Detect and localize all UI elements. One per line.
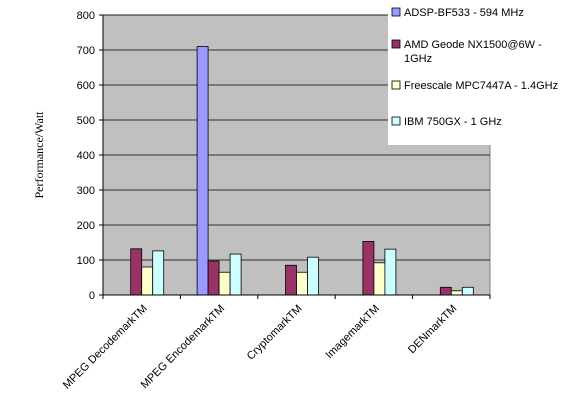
y-tick-label: 400 bbox=[77, 150, 95, 162]
legend-label-2: Freescale MPC7447A - 1.4GHz bbox=[404, 80, 558, 92]
bar-series1-cat3 bbox=[362, 241, 375, 296]
bar-series1-cat2 bbox=[285, 264, 297, 296]
y-tick-label: 100 bbox=[77, 255, 95, 267]
bar-series3-cat2 bbox=[307, 256, 319, 296]
bar-series2-cat4 bbox=[450, 290, 463, 296]
bar-series3-cat4 bbox=[461, 286, 474, 296]
legend-label-0: ADSP-BF533 - 594 MHz bbox=[404, 7, 524, 19]
bar-series2-cat2 bbox=[296, 271, 308, 296]
y-tick-label: 700 bbox=[77, 45, 95, 57]
y-tick-label: 300 bbox=[77, 185, 95, 197]
bar-series3-cat0 bbox=[152, 250, 165, 296]
bar-series2-cat3 bbox=[373, 262, 386, 296]
bar-series1-cat4 bbox=[439, 286, 452, 296]
y-tick-label: 200 bbox=[77, 220, 95, 232]
y-tick-label: 600 bbox=[77, 80, 95, 92]
legend-swatch-2 bbox=[391, 80, 401, 90]
bar-series3-cat1 bbox=[229, 253, 242, 296]
y-tick-labels: 0 100 200 300 400 500 600 700 800 bbox=[77, 10, 103, 302]
legend-swatch-3 bbox=[391, 116, 401, 126]
x-category-label: MPEG DecodemarkTM bbox=[61, 303, 150, 392]
bar-series3-cat3 bbox=[384, 248, 397, 296]
legend: ADSP-BF533 - 594 MHz AMD Geode NX1500@6W … bbox=[388, 0, 585, 145]
x-category-label: MPEG EncodemarkTM bbox=[139, 303, 227, 391]
legend-label-1: AMD Geode NX1500@6W -1GHz bbox=[404, 39, 542, 65]
legend-swatch-1 bbox=[391, 39, 401, 49]
x-category-label: CryptomarkTM bbox=[245, 303, 305, 363]
y-tick-label: 0 bbox=[89, 290, 95, 302]
bar-series1-cat1 bbox=[207, 260, 220, 296]
x-category-label: ImagemarkTM bbox=[323, 303, 382, 362]
bar-series2-cat1 bbox=[218, 271, 231, 296]
legend-box bbox=[388, 0, 585, 145]
y-tick-label: 800 bbox=[77, 10, 95, 22]
y-axis-label: Performance/Watt bbox=[32, 111, 46, 199]
x-category-label: DENmarkTM bbox=[406, 303, 459, 356]
legend-swatch-0 bbox=[391, 7, 401, 17]
bar-series1-cat0 bbox=[130, 248, 143, 296]
bar-series2-cat0 bbox=[141, 266, 154, 296]
bar-series0-cat1 bbox=[196, 46, 209, 296]
legend-label-3: IBM 750GX - 1 GHz bbox=[404, 116, 502, 128]
y-tick-label: 500 bbox=[77, 115, 95, 127]
